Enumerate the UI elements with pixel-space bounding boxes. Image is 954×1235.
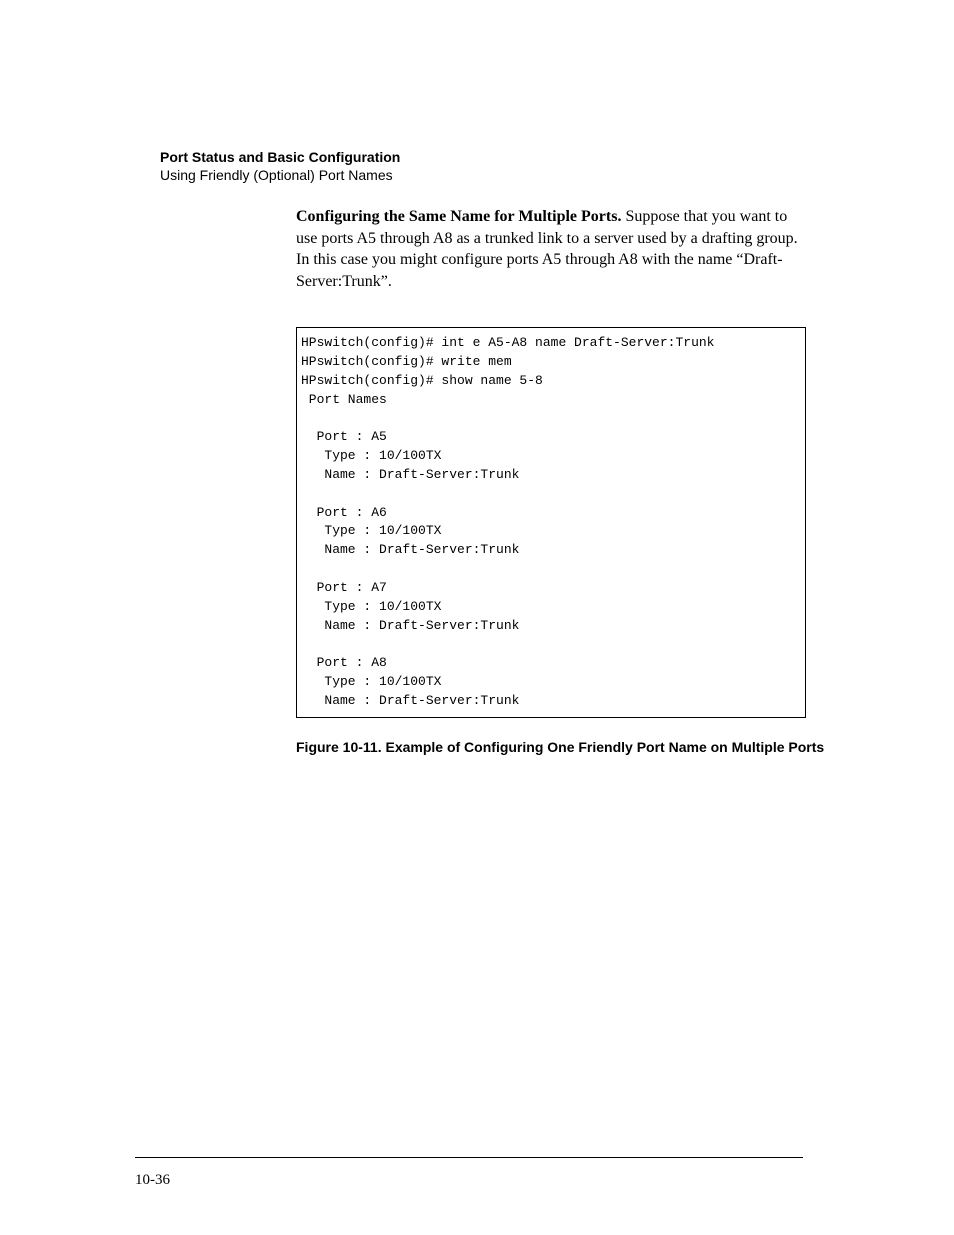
code-line: Port : A5: [301, 429, 387, 444]
code-line: Name : Draft-Server:Trunk: [301, 467, 519, 482]
code-line: Port : A6: [301, 505, 387, 520]
code-line: Type : 10/100TX: [301, 599, 441, 614]
footer-horizontal-rule: [135, 1157, 803, 1158]
paragraph-lead: Configuring the Same Name for Multiple P…: [296, 208, 621, 225]
code-line: HPswitch(config)# show name 5-8: [301, 373, 543, 388]
header-title: Port Status and Basic Configuration: [160, 148, 400, 166]
body-paragraph: Configuring the Same Name for Multiple P…: [296, 206, 804, 292]
code-line: Type : 10/100TX: [301, 674, 441, 689]
code-line: Type : 10/100TX: [301, 448, 441, 463]
code-line: Name : Draft-Server:Trunk: [301, 618, 519, 633]
figure-caption: Figure 10-11. Example of Configuring One…: [296, 739, 824, 755]
page-number: 10-36: [135, 1172, 170, 1189]
code-line: HPswitch(config)# int e A5-A8 name Draft…: [301, 335, 714, 350]
code-line: Type : 10/100TX: [301, 523, 441, 538]
page-header: Port Status and Basic Configuration Usin…: [160, 148, 400, 184]
code-line: Name : Draft-Server:Trunk: [301, 693, 519, 708]
code-line: Name : Draft-Server:Trunk: [301, 542, 519, 557]
code-line: Port : A7: [301, 580, 387, 595]
code-line: HPswitch(config)# write mem: [301, 354, 512, 369]
code-line: Port Names: [301, 392, 387, 407]
header-subtitle: Using Friendly (Optional) Port Names: [160, 166, 400, 184]
document-page: Port Status and Basic Configuration Usin…: [0, 0, 954, 1235]
code-line: Port : A8: [301, 655, 387, 670]
terminal-output-box: HPswitch(config)# int e A5-A8 name Draft…: [296, 327, 806, 718]
